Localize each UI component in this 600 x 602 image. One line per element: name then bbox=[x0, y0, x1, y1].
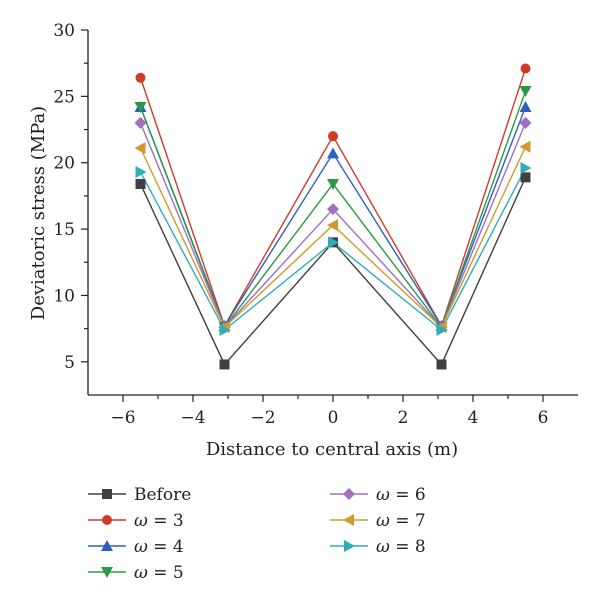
legend-item: Before bbox=[88, 485, 191, 505]
x-tick-label: 4 bbox=[468, 408, 479, 428]
data-point bbox=[519, 100, 532, 112]
x-tick-label: −4 bbox=[180, 408, 205, 428]
y-tick-label: 5 bbox=[64, 353, 75, 373]
x-axis-title: Distance to central axis (m) bbox=[206, 439, 458, 460]
legend-label: ω = 3 bbox=[134, 511, 184, 531]
x-tick-label: −2 bbox=[250, 408, 275, 428]
data-point bbox=[520, 63, 531, 74]
data-point bbox=[134, 142, 146, 155]
legend-marker bbox=[102, 489, 112, 499]
legend-marker bbox=[344, 540, 355, 552]
data-point bbox=[519, 116, 532, 129]
legend-item: ω = 7 bbox=[330, 511, 426, 531]
legend-label: ω = 5 bbox=[134, 563, 184, 583]
x-tick-label: 6 bbox=[538, 408, 549, 428]
series-markers bbox=[135, 162, 532, 336]
y-tick-label: 15 bbox=[53, 220, 75, 240]
series-omega-7 bbox=[139, 146, 527, 329]
data-point bbox=[520, 172, 531, 183]
data-point bbox=[327, 178, 339, 190]
x-tick-label: 0 bbox=[328, 408, 339, 428]
legend-item: ω = 3 bbox=[88, 511, 184, 531]
data-point bbox=[328, 236, 339, 249]
data-point bbox=[519, 140, 531, 153]
y-tick-label: 10 bbox=[53, 286, 75, 306]
legend-item: ω = 8 bbox=[330, 537, 426, 557]
series-line bbox=[139, 146, 527, 329]
y-axis-title: Deviatoric stress (MPa) bbox=[28, 106, 49, 320]
legend-label: ω = 8 bbox=[376, 537, 426, 557]
legend: Before ω = 3 ω = 4 ω = 5 ω = 6 ω = 7 ω = 8 bbox=[88, 485, 426, 583]
legend-label: ω = 4 bbox=[134, 537, 184, 557]
x-tick-label: 2 bbox=[398, 408, 409, 428]
legend-marker bbox=[101, 540, 113, 551]
series-line bbox=[139, 68, 527, 328]
series-omega-3 bbox=[139, 68, 527, 328]
x-tick-label: −6 bbox=[110, 408, 135, 428]
data-point bbox=[219, 323, 231, 336]
plot-area bbox=[134, 63, 532, 370]
data-point bbox=[327, 147, 339, 159]
legend-marker bbox=[343, 514, 354, 526]
data-point bbox=[135, 178, 146, 189]
data-point bbox=[436, 359, 447, 370]
legend-label: ω = 7 bbox=[376, 511, 426, 531]
series-markers bbox=[135, 172, 531, 370]
data-point bbox=[134, 116, 147, 129]
y-tick-label: 20 bbox=[53, 154, 75, 174]
data-point bbox=[519, 86, 532, 98]
legend-marker bbox=[102, 515, 112, 525]
data-point bbox=[135, 166, 147, 179]
legend-item: ω = 4 bbox=[88, 537, 184, 557]
data-point bbox=[327, 219, 338, 232]
legend-label: ω = 6 bbox=[376, 485, 426, 505]
data-point bbox=[328, 131, 338, 142]
legend-marker bbox=[101, 567, 113, 578]
legend-label: Before bbox=[134, 485, 191, 505]
data-point bbox=[327, 203, 339, 216]
series-markers bbox=[135, 63, 531, 331]
y-tick-label: 30 bbox=[53, 21, 75, 41]
y-tick-label: 25 bbox=[53, 87, 75, 107]
axes: −6 −4 −2 0 2 4 6 5 10 15 20 25 30 bbox=[53, 21, 578, 428]
legend-item: ω = 6 bbox=[330, 485, 426, 505]
data-point bbox=[436, 323, 448, 336]
legend-marker bbox=[343, 488, 355, 500]
data-point bbox=[135, 72, 146, 83]
data-point bbox=[520, 162, 532, 175]
legend-item: ω = 5 bbox=[88, 563, 184, 583]
data-point bbox=[134, 101, 147, 113]
data-point bbox=[219, 359, 230, 370]
